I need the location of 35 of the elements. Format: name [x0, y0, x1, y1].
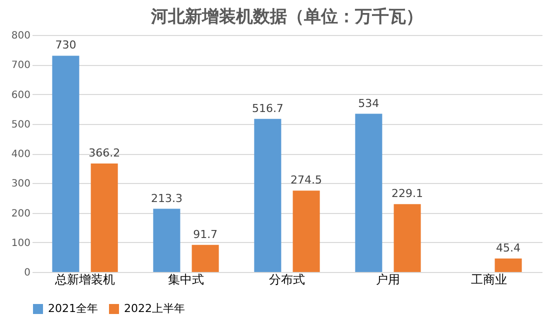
- y-tick-label: 700: [11, 60, 30, 72]
- y-tick-label: 500: [11, 119, 30, 130]
- bar: [254, 118, 282, 272]
- y-tick-label: 800: [11, 30, 30, 42]
- data-label: 534: [358, 96, 380, 110]
- data-label: 213.3: [150, 192, 182, 205]
- data-label: 366.2: [88, 146, 120, 160]
- legend-label: 2022上半年: [124, 302, 185, 315]
- chart-title: 河北新增装机数据（单位：万千瓦）: [150, 7, 423, 27]
- bar: [153, 208, 180, 272]
- x-tick-label: 户用: [376, 272, 400, 286]
- data-label: 730: [55, 38, 76, 52]
- bar: [192, 244, 219, 272]
- x-tick-label: 分布式: [269, 272, 305, 286]
- x-tick-label: 总新增装机: [54, 272, 116, 286]
- y-tick-label: 200: [11, 208, 30, 220]
- y-tick-label: 100: [11, 238, 30, 249]
- bar: [494, 258, 522, 272]
- y-tick-label: 600: [11, 90, 30, 101]
- data-label: 274.5: [290, 174, 322, 187]
- bar: [355, 114, 382, 272]
- y-tick-label: 300: [11, 178, 30, 190]
- data-label: 91.7: [193, 228, 218, 241]
- bar: [394, 204, 421, 272]
- legend-label: 2021全年: [48, 302, 98, 315]
- y-tick-label: 0: [24, 268, 30, 278]
- data-label: 45.4: [496, 242, 521, 255]
- x-tick-label: 工商业: [470, 272, 507, 286]
- data-label: 229.1: [392, 187, 424, 200]
- bar: [90, 164, 118, 272]
- y-tick-label: 400: [11, 149, 30, 160]
- x-tick-label: 集中式: [168, 272, 204, 286]
- bar: [52, 56, 80, 272]
- data-label: 516.7: [252, 102, 284, 115]
- bar: [292, 190, 320, 272]
